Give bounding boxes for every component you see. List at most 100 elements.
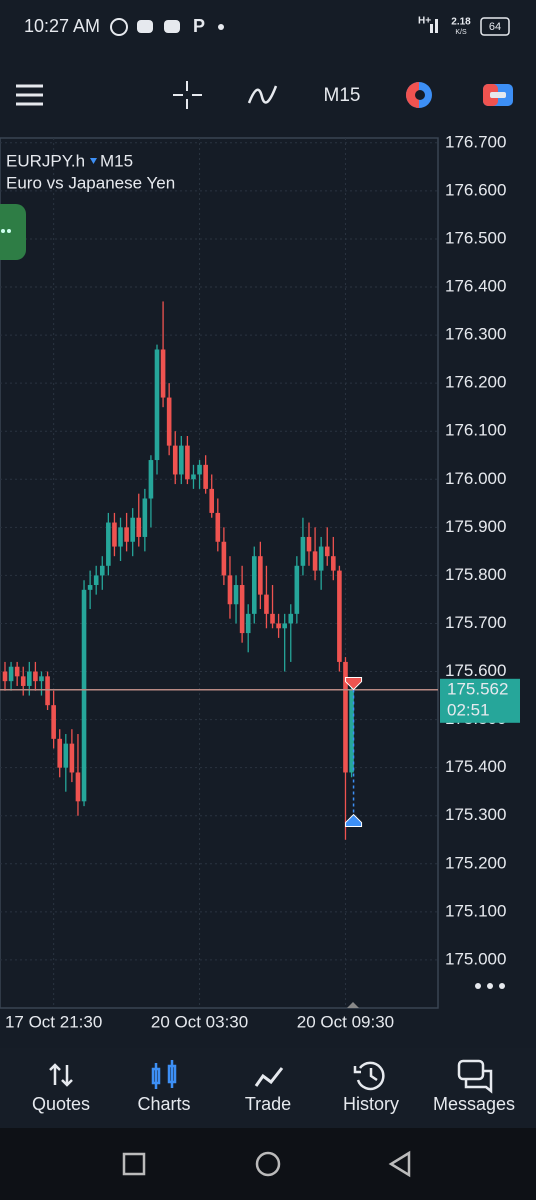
candle-body [87,585,93,590]
candle-body [69,743,75,773]
candle-body [20,676,26,686]
candle-body [239,585,245,634]
candle-body [63,743,69,768]
indicators-button[interactable] [247,85,278,104]
status-icon [137,20,153,33]
timeframe-button[interactable]: M15 [324,85,361,106]
system-bar [0,1128,536,1200]
one-click-panel[interactable] [0,204,26,260]
nav-icon [353,1061,385,1091]
candle-body [324,546,330,557]
candle-body [160,349,166,398]
candle-body [99,565,105,576]
candle-body [312,551,318,571]
candle-body [270,613,275,624]
net-speed-unit: K/S [455,29,467,36]
candle-body [2,671,8,682]
candle-body [276,623,281,629]
battery-level: 64 [489,21,501,33]
nav-bar [0,1048,536,1128]
candle-body [130,517,135,542]
candle-body [233,585,239,605]
trade-button-center [415,90,425,100]
candle-body [27,671,32,686]
candle-body [106,522,111,566]
nav-item[interactable]: Quotes [32,1094,90,1114]
home-button[interactable] [255,1151,281,1177]
candle-body [33,671,38,682]
trade-button-half [406,82,419,108]
y-tick-label: 175.900 [445,517,506,536]
status-time: 10:27 AM [24,16,100,36]
candle-body [154,349,160,461]
nav-icon [457,1059,493,1094]
candle-body [251,556,257,614]
crosshair-button[interactable] [173,81,202,109]
candle-body [306,536,312,552]
candle-body [118,527,123,547]
candle-body [227,575,233,605]
candle-body [142,498,148,537]
candle-body [349,689,354,773]
y-tick-label: 176.100 [445,421,506,440]
candle-body [318,546,324,571]
countdown: 02:51 [447,700,490,719]
candle-body [215,512,221,542]
x-tick-label: 20 Oct 03:30 [151,1012,248,1031]
buy-marker [345,813,363,828]
panel-dot [7,229,11,233]
nav-item[interactable]: History [343,1094,399,1114]
candle-body [57,738,63,768]
nav-items: Quotes Charts Trade History Messages [32,1094,515,1114]
nav-icon [49,1063,73,1087]
candle-body [51,705,56,739]
candle-body [8,666,14,682]
x-tick-label: 17 Oct 21:30 [5,1012,102,1031]
candle-body [136,517,142,537]
candle-body [282,623,287,629]
y-tick-label: 176.600 [445,180,506,199]
status-icon [110,18,128,36]
y-tick-label: 175.200 [445,853,506,872]
more-button[interactable] [475,983,505,989]
y-tick-label: 175.400 [445,757,506,776]
panel-dot [1,229,5,233]
nav-item[interactable]: Trade [245,1094,291,1114]
signal [430,24,433,33]
candle-body [81,589,87,802]
y-tick-label: 176.400 [445,276,506,295]
candle-body [245,613,251,634]
candle-body [337,570,342,662]
candle-body [209,488,215,513]
candle-body [264,594,269,614]
nav-item[interactable]: Messages [433,1094,515,1114]
y-tick-label: 176.200 [445,373,506,392]
candle-body [75,772,81,802]
candle-body [258,556,263,595]
candle-body [112,522,117,547]
scroll-marker [347,1002,359,1008]
y-tick-label: 175.800 [445,565,506,584]
candle-body [300,536,306,566]
symbol-dropdown[interactable] [90,158,97,164]
sell-marker [345,677,363,691]
candle-body [191,474,196,480]
status-icon: P [193,16,205,36]
y-tick-label: 176.500 [445,228,506,247]
symbol[interactable]: EURJPY.h [6,151,85,170]
chart-frame [0,137,439,1009]
nav-item[interactable]: Charts [137,1094,190,1114]
status-icon [218,24,224,30]
candle-body [39,676,44,682]
candle-body [93,575,99,586]
menu-button[interactable] [16,84,43,106]
y-tick-label: 175.600 [445,661,506,680]
candle-body [221,541,227,576]
candle-body [124,527,129,542]
nav-icon [254,1067,284,1087]
current-price-label: 175.562 [447,679,508,698]
recents-button[interactable] [122,1152,146,1176]
back-button[interactable] [388,1150,411,1178]
candle-body [288,613,294,624]
